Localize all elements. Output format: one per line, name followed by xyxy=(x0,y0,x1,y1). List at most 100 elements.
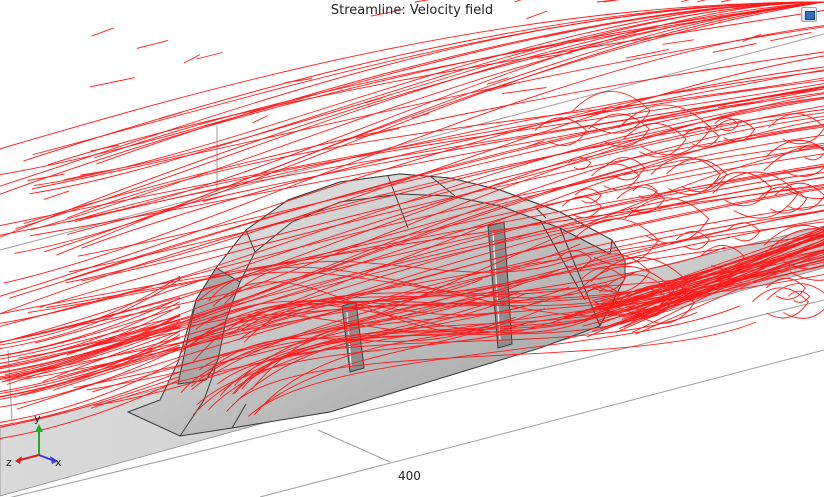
streamline xyxy=(526,10,548,20)
streamline xyxy=(254,294,643,416)
streamline xyxy=(195,286,570,330)
streamline xyxy=(632,238,824,333)
streamline xyxy=(708,171,772,207)
streamline xyxy=(617,104,712,156)
streamline xyxy=(91,27,114,37)
streamline xyxy=(635,234,824,308)
streamline xyxy=(765,228,824,281)
streamline xyxy=(355,127,400,139)
streamline xyxy=(0,112,824,344)
streamline xyxy=(251,292,495,390)
streamline xyxy=(67,77,824,219)
streamline xyxy=(650,156,721,195)
streamline xyxy=(31,26,824,190)
streamline xyxy=(0,297,181,357)
streamline xyxy=(14,1,824,254)
y-axis-label: y xyxy=(34,412,41,425)
streamline xyxy=(68,83,824,223)
streamline xyxy=(527,140,545,148)
streamline xyxy=(680,0,690,3)
streamline xyxy=(240,286,658,332)
streamline xyxy=(0,1,824,195)
streamline xyxy=(598,230,824,311)
streamline xyxy=(574,234,824,324)
streamline xyxy=(544,28,586,38)
streamline xyxy=(0,301,181,364)
streamline xyxy=(766,283,824,319)
streamline xyxy=(0,371,181,427)
streamline xyxy=(0,330,181,398)
streamline xyxy=(20,177,824,396)
streamline xyxy=(603,157,646,181)
streamline xyxy=(635,251,824,335)
streamline xyxy=(537,52,573,59)
streamline xyxy=(768,113,824,145)
streamline xyxy=(180,301,655,393)
streamline xyxy=(502,87,547,95)
streamline xyxy=(625,48,670,59)
streamline xyxy=(212,281,528,334)
streamline xyxy=(75,118,824,375)
streamline xyxy=(788,290,811,303)
streamline xyxy=(770,31,812,42)
streamline xyxy=(624,197,710,244)
streamline xyxy=(572,218,659,266)
streamline xyxy=(578,109,607,117)
streamline xyxy=(234,312,657,394)
streamline xyxy=(224,256,577,305)
streamline xyxy=(585,252,824,312)
streamline xyxy=(68,98,824,273)
streamline xyxy=(196,312,579,406)
streamline xyxy=(90,144,119,152)
streamline xyxy=(75,1,824,220)
streamline xyxy=(49,166,824,332)
streamline xyxy=(675,230,710,250)
streamline xyxy=(0,347,181,408)
streamline xyxy=(43,190,70,200)
streamline xyxy=(616,186,665,214)
streamline xyxy=(136,39,169,49)
streamline xyxy=(665,158,728,193)
streamline xyxy=(752,287,809,319)
streamline xyxy=(514,0,522,3)
streamline xyxy=(682,126,720,148)
streamline xyxy=(6,146,824,385)
streamline xyxy=(66,176,824,356)
streamline xyxy=(718,101,755,108)
streamline xyxy=(52,186,824,391)
scale-tick-label: 400 xyxy=(398,469,421,483)
streamline xyxy=(0,376,181,428)
streamline xyxy=(415,0,430,3)
streamline xyxy=(158,111,184,120)
streamline xyxy=(0,326,181,380)
streamline xyxy=(712,43,757,53)
streamline xyxy=(726,222,761,242)
streamline xyxy=(0,316,181,360)
streamline xyxy=(23,51,824,225)
streamline xyxy=(636,256,824,301)
streamline xyxy=(366,97,383,104)
streamline xyxy=(603,0,620,3)
streamline xyxy=(0,276,181,346)
streamline xyxy=(638,243,824,315)
x-axis-arrow xyxy=(38,454,53,461)
streamline xyxy=(763,146,824,199)
expand-icon[interactable] xyxy=(801,7,817,22)
streamline xyxy=(0,305,181,370)
streamline xyxy=(33,1,824,187)
streamline xyxy=(4,234,824,379)
streamline xyxy=(208,321,501,371)
streamline xyxy=(0,325,181,368)
z-axis-arrow xyxy=(19,454,40,461)
streamline xyxy=(81,105,824,282)
streamline xyxy=(39,123,824,308)
streamline xyxy=(572,91,651,134)
streamline xyxy=(588,113,650,148)
streamline xyxy=(77,88,824,257)
streamline xyxy=(47,10,824,166)
streamline xyxy=(0,344,181,397)
streamline xyxy=(191,243,581,390)
streamline xyxy=(757,186,808,214)
streamline xyxy=(252,305,741,414)
